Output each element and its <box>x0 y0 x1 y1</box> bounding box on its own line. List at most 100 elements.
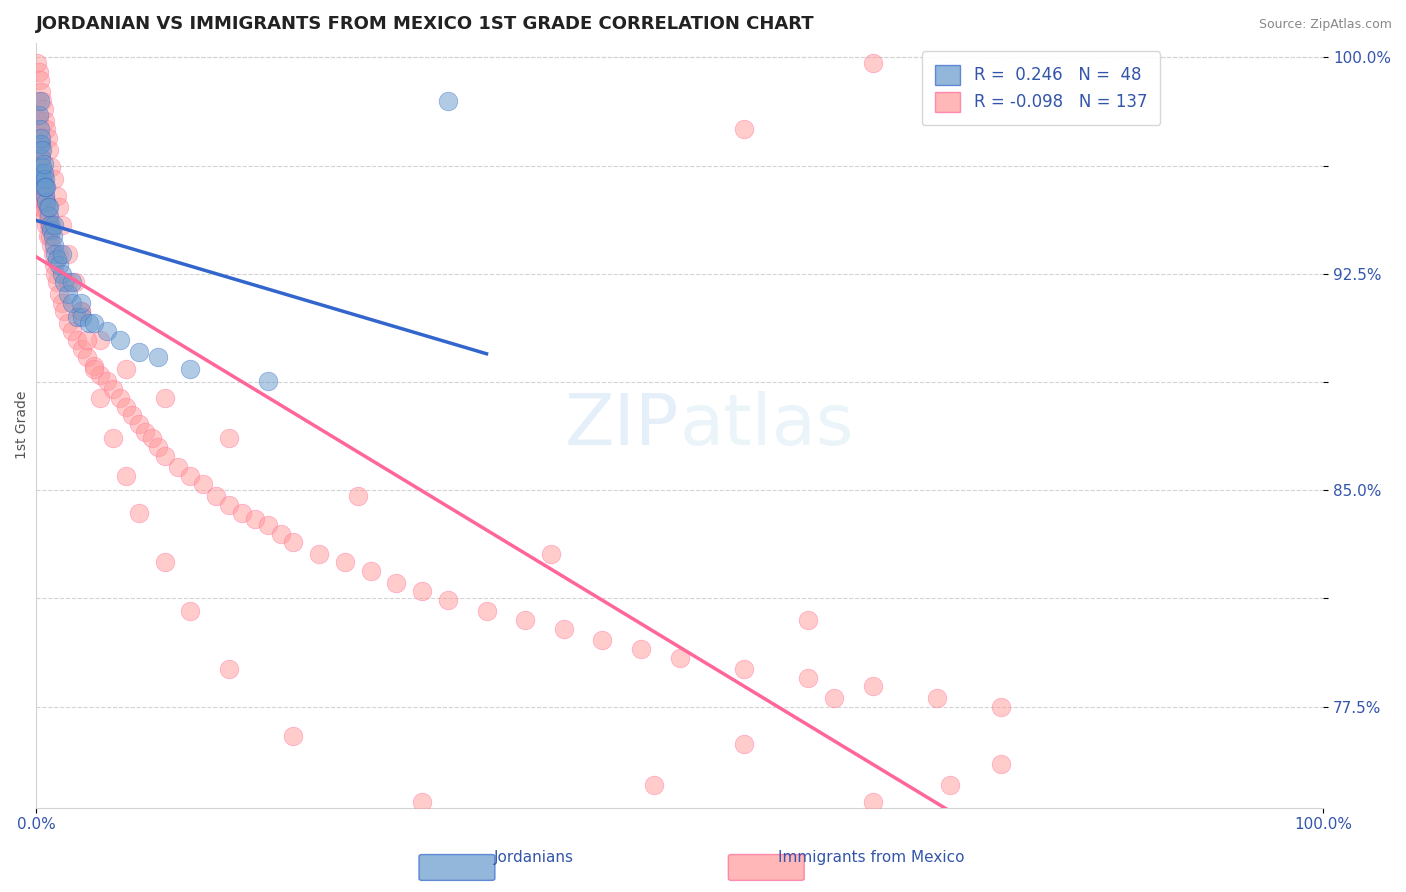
Y-axis label: 1st Grade: 1st Grade <box>15 391 30 459</box>
Point <box>34 189 56 203</box>
Point <box>30 143 52 157</box>
Point <box>270 526 292 541</box>
Point <box>30 131 52 145</box>
Point <box>134 425 156 440</box>
Point <box>823 691 845 706</box>
Point <box>128 506 150 520</box>
Text: Immigrants from Mexico: Immigrants from Mexico <box>779 850 965 865</box>
Point <box>437 94 460 108</box>
Point <box>83 359 105 373</box>
Point <box>148 351 170 365</box>
Point <box>35 218 58 232</box>
Point <box>939 778 962 792</box>
Point <box>32 178 55 192</box>
Point <box>41 246 63 260</box>
Point <box>31 171 53 186</box>
Point <box>141 431 163 445</box>
Point <box>38 218 60 232</box>
Text: ZIP: ZIP <box>565 391 679 459</box>
Point <box>243 512 266 526</box>
Point <box>38 143 60 157</box>
Point <box>231 506 253 520</box>
Point <box>41 229 63 244</box>
Point <box>56 287 79 301</box>
Point <box>28 73 51 87</box>
Point <box>63 276 86 290</box>
Point <box>772 815 794 830</box>
Point <box>179 604 201 618</box>
Point <box>668 858 690 872</box>
Point <box>34 113 56 128</box>
Point <box>218 498 240 512</box>
Text: atlas: atlas <box>679 391 853 459</box>
Point <box>31 160 53 174</box>
Point <box>51 218 73 232</box>
Point <box>28 122 51 136</box>
Point <box>553 622 575 636</box>
Point <box>96 325 118 339</box>
Point <box>41 218 63 232</box>
Point <box>89 391 111 405</box>
Point <box>630 642 652 657</box>
Point <box>34 171 56 186</box>
Point <box>38 209 60 223</box>
Point <box>42 238 65 252</box>
Point <box>31 143 53 157</box>
Point <box>30 171 52 186</box>
Point <box>39 218 62 232</box>
Point <box>56 246 79 260</box>
Point <box>28 151 51 165</box>
Point <box>475 604 498 618</box>
Point <box>30 166 52 180</box>
Point <box>668 650 690 665</box>
Point <box>103 382 125 396</box>
Point <box>56 316 79 330</box>
Point <box>53 276 76 290</box>
Point <box>179 362 201 376</box>
Point <box>45 252 67 267</box>
Point <box>38 201 60 215</box>
Point <box>28 201 51 215</box>
Point <box>733 737 755 751</box>
Text: JORDANIAN VS IMMIGRANTS FROM MEXICO 1ST GRADE CORRELATION CHART: JORDANIAN VS IMMIGRANTS FROM MEXICO 1ST … <box>37 15 814 33</box>
Point <box>360 564 382 578</box>
Point <box>60 295 83 310</box>
Point <box>108 391 131 405</box>
Point <box>27 122 49 136</box>
Point <box>179 468 201 483</box>
Point <box>34 209 56 223</box>
Point <box>25 143 48 157</box>
Point <box>733 662 755 676</box>
Point <box>121 408 143 422</box>
Point <box>28 171 51 186</box>
Point <box>32 194 55 209</box>
Point <box>35 194 58 209</box>
Point <box>28 94 51 108</box>
Point <box>862 680 884 694</box>
Text: Jordanians: Jordanians <box>495 850 574 865</box>
Point <box>45 189 67 203</box>
Point <box>990 757 1012 772</box>
Point <box>166 460 188 475</box>
Point <box>44 267 66 281</box>
Point <box>115 468 138 483</box>
Point <box>48 287 70 301</box>
Point <box>60 276 83 290</box>
Point <box>41 223 63 237</box>
Point <box>30 85 52 99</box>
Point <box>153 391 176 405</box>
Point <box>48 258 70 272</box>
Point <box>283 535 305 549</box>
Point <box>256 374 278 388</box>
Point <box>60 325 83 339</box>
Point <box>193 477 215 491</box>
Point <box>27 180 49 194</box>
Point <box>37 131 59 145</box>
Point <box>89 333 111 347</box>
Point <box>48 201 70 215</box>
Point <box>128 417 150 431</box>
Point <box>34 189 56 203</box>
Point <box>83 316 105 330</box>
Point <box>218 662 240 676</box>
Point <box>28 189 51 203</box>
